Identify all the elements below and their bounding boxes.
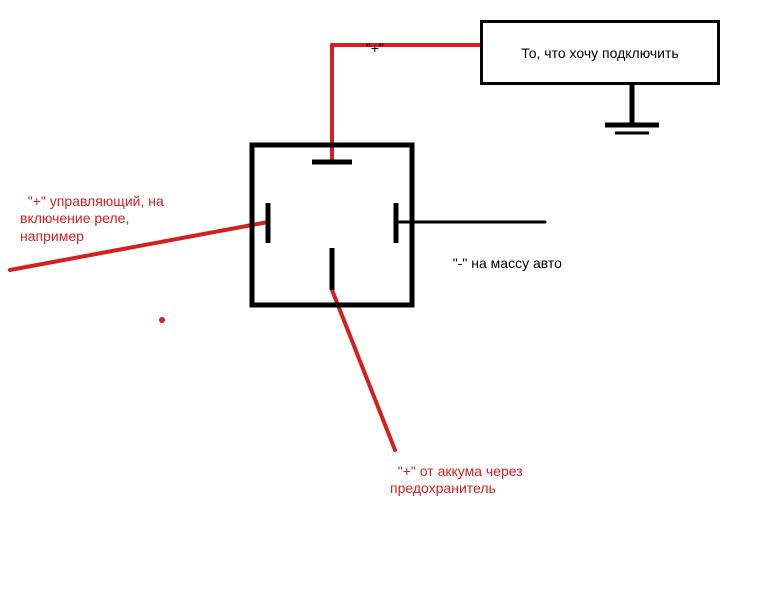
ground-label: "-" на массу авто: [445, 237, 562, 272]
control-plus-label: "+" управляющий, на включение реле, напр…: [20, 175, 164, 245]
device-box: То, что хочу подключить: [480, 20, 720, 85]
device-label: То, что хочу подключить: [521, 45, 678, 61]
fuse-plus-label: "+" от аккума через предохранитель: [390, 445, 523, 498]
plus-label: "+": [358, 22, 384, 57]
diagram-svg: [0, 0, 768, 614]
